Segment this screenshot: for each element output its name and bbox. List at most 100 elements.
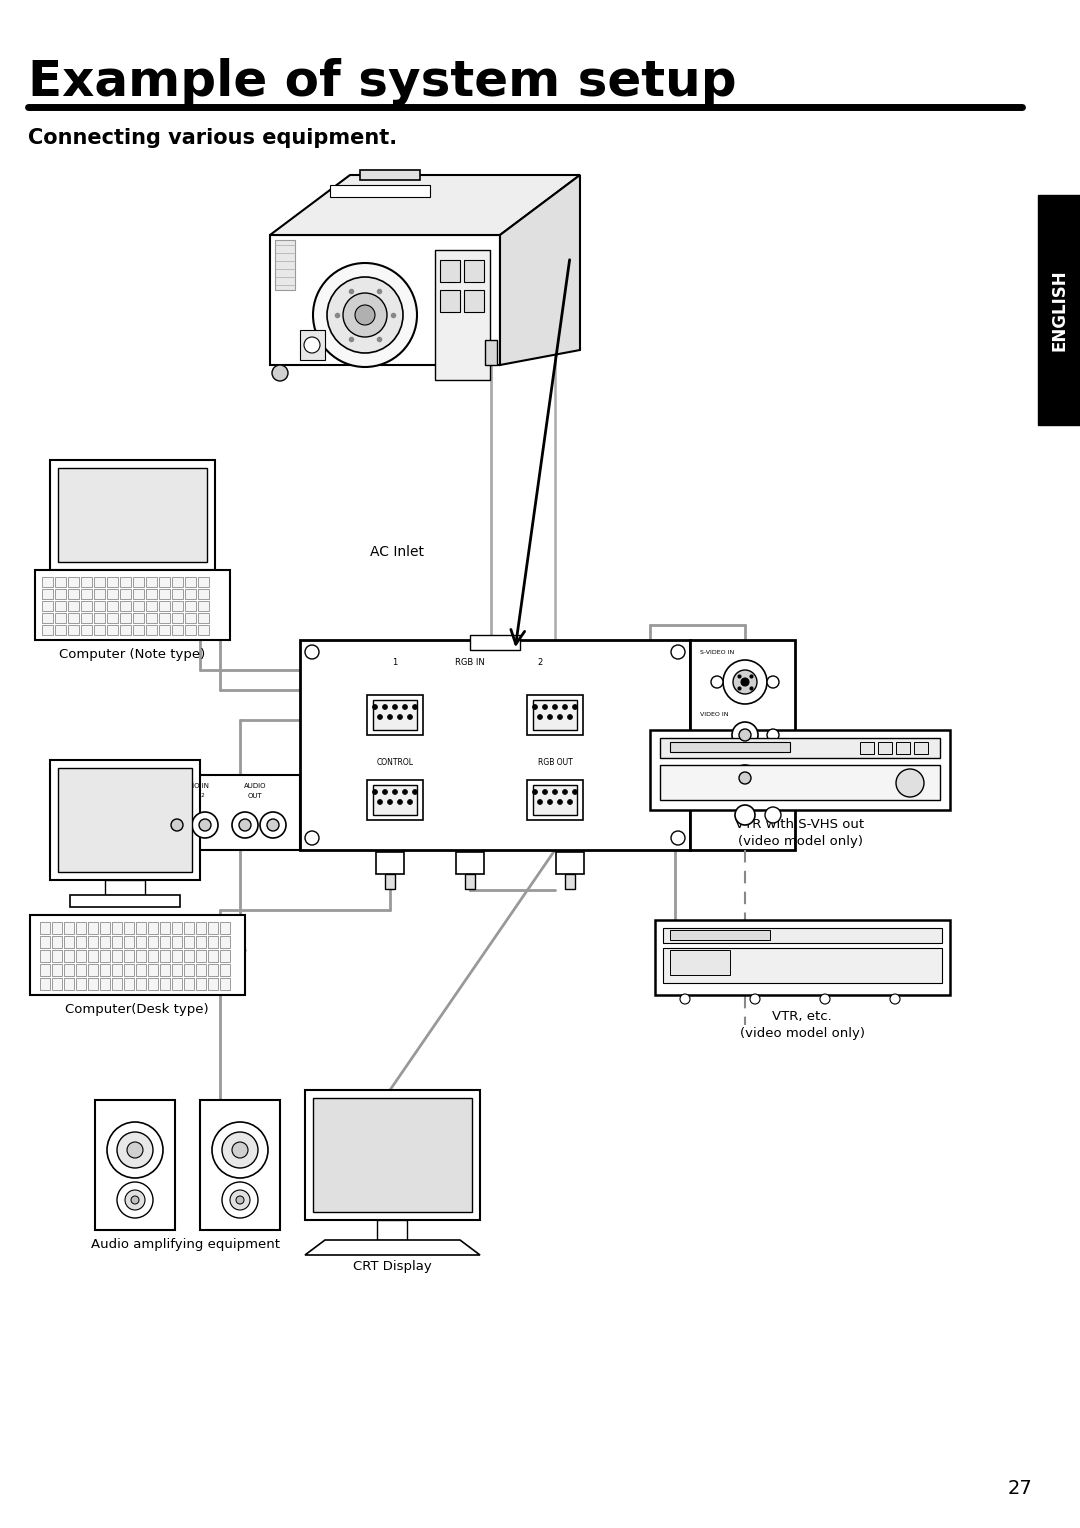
Text: Computer (Note type): Computer (Note type): [59, 648, 205, 662]
Bar: [95, 1100, 175, 1230]
Circle shape: [553, 790, 557, 795]
Bar: [660, 766, 940, 801]
Bar: [172, 578, 183, 587]
Bar: [100, 937, 110, 947]
Circle shape: [260, 811, 286, 837]
Bar: [136, 964, 146, 976]
Circle shape: [403, 790, 407, 795]
Bar: [195, 937, 206, 947]
Bar: [120, 578, 131, 587]
Bar: [208, 978, 218, 990]
Bar: [172, 588, 183, 599]
Circle shape: [131, 1196, 139, 1204]
Circle shape: [164, 811, 190, 837]
Bar: [159, 588, 170, 599]
Bar: [120, 613, 131, 623]
Bar: [159, 578, 170, 587]
Text: AC Inlet: AC Inlet: [370, 545, 424, 559]
Bar: [42, 588, 53, 599]
Circle shape: [327, 277, 403, 353]
Bar: [112, 921, 122, 934]
Bar: [42, 625, 53, 636]
Bar: [184, 937, 194, 947]
Bar: [148, 937, 158, 947]
Circle shape: [538, 715, 542, 720]
Circle shape: [680, 995, 690, 1004]
Circle shape: [532, 790, 538, 795]
Bar: [195, 921, 206, 934]
Bar: [896, 743, 910, 753]
Circle shape: [735, 805, 755, 825]
Circle shape: [373, 704, 378, 709]
Circle shape: [563, 790, 567, 795]
Bar: [300, 330, 325, 361]
Bar: [373, 700, 417, 730]
Bar: [40, 950, 50, 963]
Circle shape: [222, 1183, 258, 1218]
Bar: [172, 601, 183, 611]
Bar: [40, 978, 50, 990]
Bar: [360, 170, 420, 180]
Circle shape: [723, 660, 767, 704]
Bar: [184, 921, 194, 934]
Bar: [485, 341, 497, 365]
Circle shape: [741, 678, 750, 686]
Bar: [198, 601, 210, 611]
Circle shape: [378, 715, 382, 720]
Circle shape: [232, 1141, 248, 1158]
Bar: [160, 937, 170, 947]
Bar: [107, 578, 118, 587]
Bar: [172, 964, 183, 976]
Polygon shape: [500, 176, 580, 365]
Bar: [42, 578, 53, 587]
Bar: [440, 290, 460, 312]
Bar: [55, 588, 66, 599]
Circle shape: [171, 819, 183, 831]
Bar: [376, 853, 404, 874]
Text: VTR, etc.
(video model only): VTR, etc. (video model only): [740, 1010, 864, 1041]
Bar: [165, 775, 300, 850]
Bar: [670, 950, 730, 975]
Text: 1         2: 1 2: [181, 793, 204, 798]
Bar: [198, 613, 210, 623]
Bar: [305, 1089, 480, 1219]
Bar: [208, 950, 218, 963]
Circle shape: [107, 1122, 163, 1178]
Text: MONO: MONO: [700, 795, 717, 801]
Bar: [107, 625, 118, 636]
Circle shape: [192, 811, 218, 837]
Bar: [220, 921, 230, 934]
Circle shape: [230, 1190, 249, 1210]
Bar: [124, 921, 134, 934]
Circle shape: [127, 1141, 143, 1158]
Circle shape: [896, 769, 924, 798]
Bar: [81, 613, 92, 623]
Circle shape: [542, 704, 548, 709]
Circle shape: [572, 704, 578, 709]
Circle shape: [671, 645, 685, 659]
Bar: [107, 613, 118, 623]
Bar: [208, 964, 218, 976]
Bar: [184, 978, 194, 990]
Bar: [58, 468, 207, 562]
Circle shape: [355, 306, 375, 325]
Bar: [42, 601, 53, 611]
Bar: [527, 695, 583, 735]
Bar: [64, 978, 75, 990]
Bar: [112, 964, 122, 976]
Bar: [220, 937, 230, 947]
Bar: [195, 950, 206, 963]
Circle shape: [117, 1183, 153, 1218]
Circle shape: [732, 766, 758, 792]
Circle shape: [237, 1196, 244, 1204]
Bar: [68, 578, 79, 587]
Circle shape: [397, 715, 403, 720]
Bar: [670, 931, 770, 940]
Bar: [185, 601, 195, 611]
Circle shape: [267, 819, 279, 831]
Bar: [136, 921, 146, 934]
Bar: [94, 625, 105, 636]
Bar: [914, 743, 928, 753]
Circle shape: [382, 790, 388, 795]
Text: Audio amplifying equipment: Audio amplifying equipment: [91, 1238, 280, 1251]
